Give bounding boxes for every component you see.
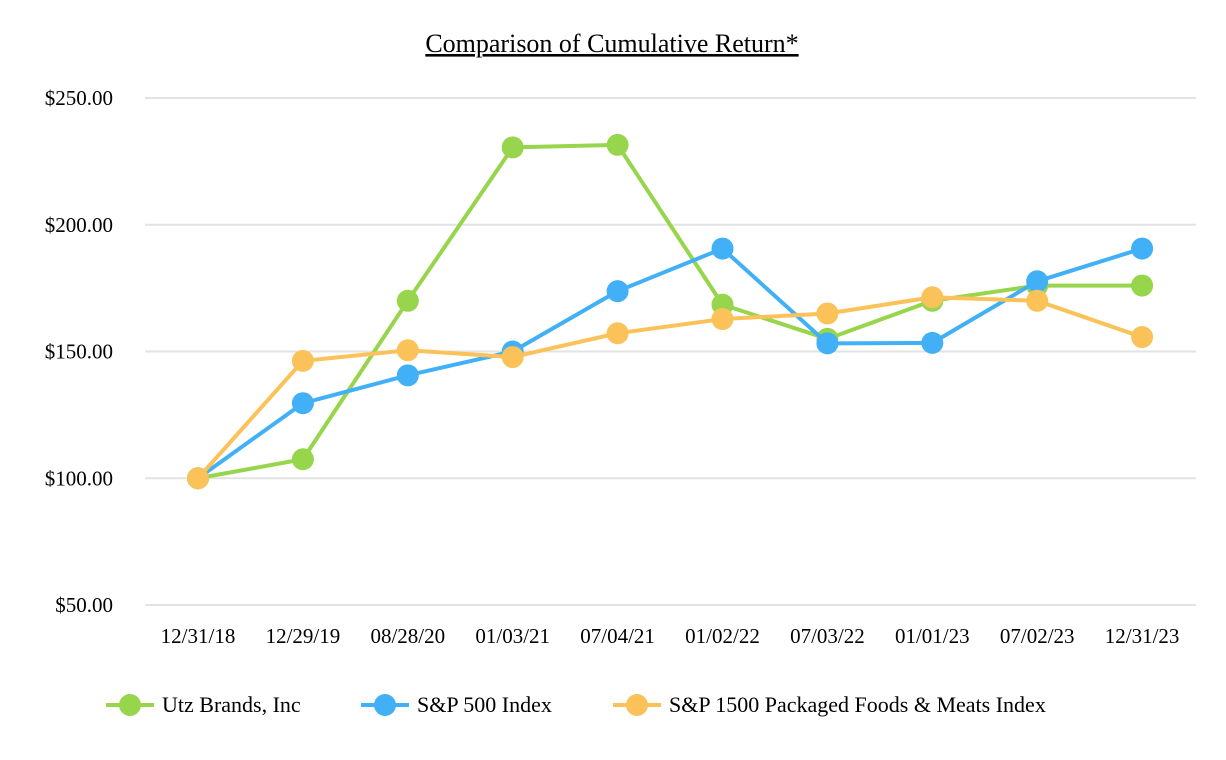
data-point xyxy=(606,280,629,303)
y-tick-label: $100.00 xyxy=(45,466,113,490)
x-tick-label: 01/02/22 xyxy=(685,624,760,648)
data-point xyxy=(396,364,419,387)
data-point xyxy=(1026,289,1049,312)
x-tick-label: 12/31/23 xyxy=(1105,624,1180,648)
legend-marker xyxy=(626,694,648,716)
legend-item: S&P 1500 Packaged Foods & Meats Index xyxy=(613,692,1046,717)
legend-label: Utz Brands, Inc xyxy=(162,692,301,717)
legend-label: S&P 500 Index xyxy=(417,692,552,717)
data-point xyxy=(816,332,839,355)
y-tick-label: $150.00 xyxy=(45,340,113,364)
data-point xyxy=(396,339,419,362)
data-point xyxy=(291,349,314,372)
data-point xyxy=(501,136,524,159)
data-point xyxy=(711,308,734,331)
data-point xyxy=(711,237,734,260)
data-point xyxy=(816,302,839,325)
x-tick-label: 07/03/22 xyxy=(790,624,865,648)
legend-marker xyxy=(119,694,141,716)
series-lines xyxy=(187,133,1154,490)
data-point xyxy=(1131,274,1154,297)
x-tick-label: 01/01/23 xyxy=(895,624,970,648)
series-1 xyxy=(187,237,1154,490)
x-tick-label: 01/03/21 xyxy=(475,624,550,648)
y-tick-label: $250.00 xyxy=(45,86,113,110)
data-point xyxy=(921,331,944,354)
legend-item: S&P 500 Index xyxy=(361,692,552,717)
data-point xyxy=(1131,326,1154,349)
data-point xyxy=(606,133,629,156)
data-point xyxy=(1026,270,1049,293)
legend-marker xyxy=(374,694,396,716)
x-tick-label: 07/04/21 xyxy=(580,624,655,648)
x-axis-ticks: 12/31/18 12/29/19 08/28/20 01/03/21 07/04/21… xyxy=(161,624,1180,648)
data-point xyxy=(921,286,944,309)
x-tick-label: 07/02/23 xyxy=(1000,624,1075,648)
series-line xyxy=(196,295,1143,480)
series-0 xyxy=(187,133,1154,490)
legend-item: Utz Brands, Inc xyxy=(106,692,301,717)
y-tick-label: $200.00 xyxy=(45,213,113,237)
x-tick-label: 12/29/19 xyxy=(266,624,341,648)
data-point xyxy=(291,392,314,415)
series-line xyxy=(196,246,1143,480)
data-point xyxy=(501,346,524,369)
y-tick-label: $50.00 xyxy=(55,593,113,617)
x-tick-label: 08/28/20 xyxy=(370,624,445,648)
gridlines xyxy=(145,97,1196,606)
data-point xyxy=(396,289,419,312)
legend-label: S&P 1500 Packaged Foods & Meats Index xyxy=(669,692,1046,717)
chart-title: Comparison of Cumulative Return* xyxy=(425,29,798,58)
legend: Utz Brands, Inc S&P 500 Index S&P 1500 Pac… xyxy=(106,692,1046,717)
data-point xyxy=(606,322,629,345)
series-line xyxy=(197,142,1143,481)
series-2 xyxy=(187,286,1154,490)
data-point xyxy=(1131,237,1154,260)
data-point xyxy=(291,448,314,471)
y-axis-ticks: $50.00 $100.00 $150.00 $200.00 $250.00 xyxy=(45,86,113,617)
x-tick-label: 12/31/18 xyxy=(161,624,236,648)
data-point xyxy=(187,467,209,490)
